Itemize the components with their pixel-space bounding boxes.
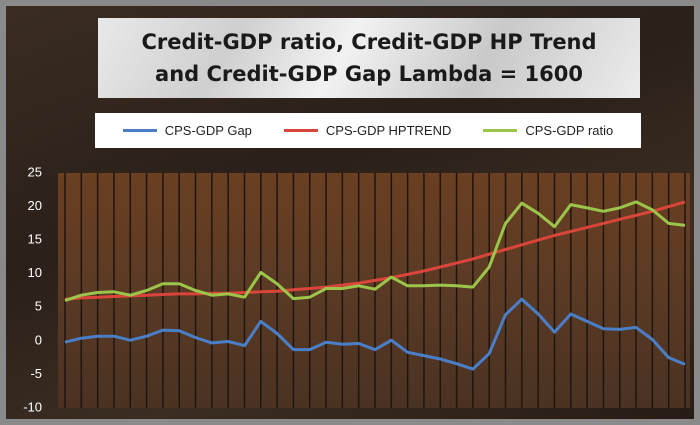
y-tick-label: 5 xyxy=(35,299,42,314)
legend-swatch xyxy=(283,129,318,132)
legend-item: CPS-GDP ratio xyxy=(483,123,613,138)
legend: CPS-GDP Gap CPS-GDP HPTREND CPS-GDP ratio xyxy=(95,113,641,148)
legend-item: CPS-GDP Gap xyxy=(122,123,252,138)
series-line xyxy=(64,297,686,371)
y-tick-label: 10 xyxy=(28,265,42,280)
y-tick-label: 15 xyxy=(28,232,42,247)
series-line xyxy=(64,200,686,303)
legend-label: CPS-GDP Gap xyxy=(164,123,252,138)
y-tick-label: 0 xyxy=(35,332,42,347)
legend-item: CPS-GDP HPTREND xyxy=(283,123,452,138)
chart-title: Credit-GDP ratio, Credit-GDP HP Trend an… xyxy=(98,18,640,98)
legend-label: CPS-GDP ratio xyxy=(525,123,614,138)
legend-label: CPS-GDP HPTREND xyxy=(325,123,452,138)
y-tick-label: 25 xyxy=(28,164,42,179)
y-tick-label: -5 xyxy=(30,366,42,381)
legend-swatch xyxy=(483,129,518,132)
y-tick-label: 20 xyxy=(28,198,42,213)
legend-swatch xyxy=(122,129,157,132)
y-tick-label: -10 xyxy=(23,399,42,414)
series-line xyxy=(64,200,686,301)
